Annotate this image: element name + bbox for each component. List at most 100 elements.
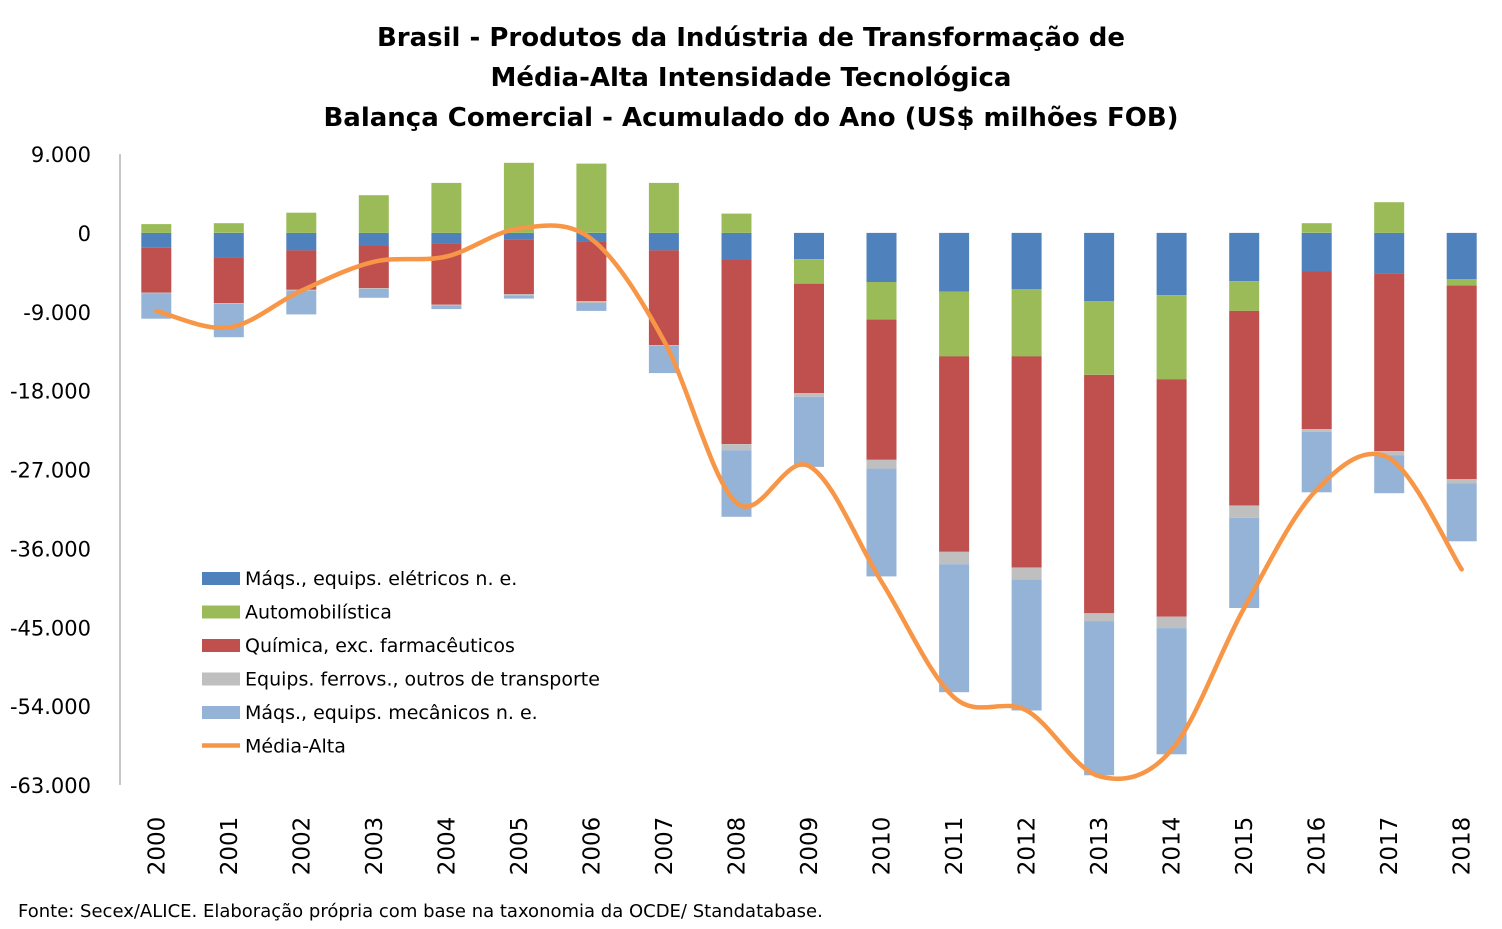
bar-s4-2011 <box>939 564 970 693</box>
bar-s0-2003 <box>358 232 389 246</box>
bar-s3-2013 <box>1084 613 1115 622</box>
y-tick-label: -9.000 <box>23 301 91 325</box>
bar-s3-2005 <box>503 294 534 296</box>
bar-s4-2005 <box>503 296 534 299</box>
chart-title-line-3: Balança Comercial - Acumulado do Ano (US… <box>323 103 1179 133</box>
bar-s4-2012 <box>1011 579 1042 711</box>
bar-s4-2006 <box>576 303 607 311</box>
axes-layer: 9.000 0 -9.000 -18.000 -27.000 -36.000 -45.000… <box>10 143 1476 875</box>
legend-label-3: Equips. ferrovs., outros de transporte <box>245 669 600 691</box>
x-tick-label-2000: 2000 <box>144 817 170 876</box>
chart-legend: Máqs., equips. elétricos n. e. Automobilí… <box>202 568 600 758</box>
bar-s1-2009 <box>794 259 824 284</box>
x-tick-label-2014: 2014 <box>1160 817 1186 876</box>
bar-s0-2005 <box>503 232 534 240</box>
legend-label-0: Máqs., equips. elétricos n. e. <box>245 568 517 590</box>
bar-s4-2018 <box>1446 483 1477 542</box>
x-tick-label-2013: 2013 <box>1087 817 1113 876</box>
bar-s2-2007 <box>648 250 679 346</box>
bar-s2-2008 <box>721 260 752 444</box>
x-tick-label-2006: 2006 <box>579 817 605 876</box>
bar-s1-2003 <box>358 195 389 233</box>
legend-label-4: Máqs., equips. mecânicos n. e. <box>245 702 538 724</box>
legend-label-2: Química, exc. farmacêuticos <box>245 635 515 657</box>
legend-swatch-4 <box>202 706 240 719</box>
chart-title-line-2: Média-Alta Intensidade Tecnológica <box>490 63 1012 93</box>
y-tick-label: -36.000 <box>10 537 91 561</box>
bar-s4-2016 <box>1301 431 1332 493</box>
bar-s1-2017 <box>1374 202 1405 233</box>
bar-s2-2001 <box>213 257 244 303</box>
bar-s3-2006 <box>576 301 607 303</box>
x-tick-label-2016: 2016 <box>1305 817 1331 876</box>
bar-s4-2003 <box>358 289 389 298</box>
bar-s1-2012 <box>1011 289 1042 357</box>
bar-s2-2012 <box>1011 356 1042 568</box>
bar-s0-2004 <box>431 232 462 244</box>
bar-s4-2013 <box>1084 621 1115 776</box>
chart-title-line-1: Brasil - Produtos da Indústria de Transf… <box>376 23 1126 53</box>
x-tick-label-2003: 2003 <box>362 817 388 876</box>
bar-s0-2012 <box>1011 232 1042 289</box>
bar-s0-2017 <box>1374 232 1405 274</box>
bar-s0-2016 <box>1301 232 1332 272</box>
x-tick-label-2001: 2001 <box>217 817 243 876</box>
bar-s2-2015 <box>1229 310 1260 506</box>
bar-s3-2015 <box>1229 505 1260 518</box>
x-tick-label-2010: 2010 <box>870 817 896 876</box>
bar-s2-2016 <box>1301 271 1332 430</box>
bar-s0-2009 <box>794 232 824 260</box>
bar-s4-2015 <box>1229 517 1260 608</box>
x-tick-label-2011: 2011 <box>942 817 968 876</box>
x-tick-label-2008: 2008 <box>725 817 751 876</box>
legend-swatch-3 <box>202 672 240 686</box>
bar-s0-2010 <box>866 232 897 282</box>
line-series-media-alta <box>154 223 1464 781</box>
bar-s3-2018 <box>1446 479 1477 484</box>
bar-s4-2004 <box>431 305 462 310</box>
bar-s2-2000 <box>141 247 172 293</box>
bar-s1-2006 <box>576 163 607 233</box>
bar-s4-2010 <box>866 468 897 577</box>
x-tick-label-2002: 2002 <box>289 817 315 876</box>
bar-s3-2012 <box>1011 567 1042 580</box>
bar-s0-2008 <box>721 232 752 261</box>
bar-s2-2018 <box>1446 285 1477 480</box>
bar-s3-2003 <box>358 288 389 289</box>
legend-swatch-1 <box>202 605 240 619</box>
y-tick-label: -54.000 <box>10 695 91 719</box>
bar-s3-2010 <box>866 459 897 469</box>
bar-s3-2004 <box>431 304 462 306</box>
bar-s1-2004 <box>431 182 462 233</box>
y-tick-label: -63.000 <box>10 774 91 798</box>
bar-s2-2011 <box>939 356 970 552</box>
bar-s2-2014 <box>1156 379 1187 617</box>
bar-s1-2008 <box>721 213 752 233</box>
bar-s1-2002 <box>286 212 317 233</box>
y-tick-label: -18.000 <box>10 380 91 404</box>
bar-s1-2013 <box>1084 301 1115 375</box>
bar-s1-2010 <box>866 282 897 320</box>
bar-s2-2010 <box>866 319 897 460</box>
bar-s3-2000 <box>141 292 172 294</box>
bar-s3-2001 <box>213 303 244 304</box>
y-tick-label: 9.000 <box>31 143 91 167</box>
bar-s1-2001 <box>213 223 244 233</box>
source-note: Fonte: Secex/ALICE. Elaboração própria c… <box>18 901 823 922</box>
x-tick-label-2017: 2017 <box>1377 817 1403 876</box>
legend-swatch-0 <box>202 572 240 585</box>
x-tick-label-2009: 2009 <box>797 817 823 876</box>
x-tick-label-2018: 2018 <box>1450 817 1476 876</box>
legend-label-5: Média-Alta <box>245 736 346 758</box>
legend-swatch-2 <box>202 639 240 652</box>
bar-s3-2011 <box>939 551 970 565</box>
bar-s0-2000 <box>141 232 172 248</box>
bar-s0-2015 <box>1229 232 1260 282</box>
bar-s0-2002 <box>286 232 317 251</box>
bar-s2-2013 <box>1084 374 1115 614</box>
bar-s3-2007 <box>648 345 679 346</box>
bar-s2-2017 <box>1374 273 1405 452</box>
y-tick-label: 0 <box>78 222 91 246</box>
bar-s3-2008 <box>721 444 752 451</box>
